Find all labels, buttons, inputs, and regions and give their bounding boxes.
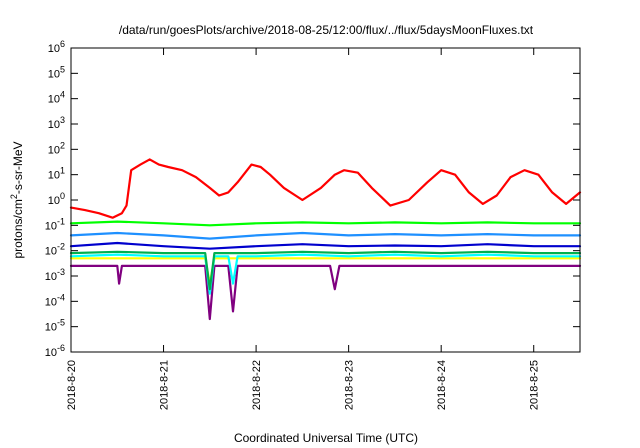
y-tick-label: 103 [48,115,65,131]
plot-frame [70,47,581,353]
y-tick-label: 102 [48,140,65,156]
x-tick-label: 2018-8-25 [529,360,541,410]
y-tick-label: 100 [48,191,65,207]
y-axis: 10-6 10-5 10-4 10-3 10-2 10-1 100 101 102 103 104 1… [45,39,580,359]
x-axis: 2018-8-20 2018-8-21 2018-8-22 2018-8-23 2018… [66,48,541,410]
y-tick-label: 10-4 [45,292,65,308]
y-tick-label: 10-2 [45,242,65,258]
series-line [69,250,582,291]
y-tick-label: 10-6 [45,343,65,359]
x-tick-label: 2018-8-20 [66,360,78,410]
y-tick-label: 10-5 [45,318,65,334]
y-tick-label: 10-1 [45,216,65,232]
y-tick-label: 106 [48,39,65,55]
series-line [69,253,582,295]
series-line [69,241,582,250]
x-tick-label: 2018-8-23 [344,360,356,410]
y-tick-label: 104 [48,90,65,106]
chart-title: /data/run/goesPlots/archive/2018-08-25/1… [119,23,534,37]
x-tick-label: 2018-8-22 [251,360,263,410]
series-line [69,264,582,321]
series-line [69,231,582,240]
series-line [69,158,582,219]
x-tick-label: 2018-8-21 [159,360,171,410]
y-tick-label: 101 [48,166,65,182]
y-axis-label: protons/cm2-s-sr-MeV [9,141,25,258]
series-line [69,257,582,285]
series-layer [69,158,582,321]
x-axis-label: Coordinated Universal Time (UTC) [234,431,418,445]
series-line [69,220,582,227]
y-tick-label: 105 [48,64,65,80]
x-tick-label: 2018-8-24 [436,360,448,410]
y-tick-label: 10-3 [45,267,65,283]
